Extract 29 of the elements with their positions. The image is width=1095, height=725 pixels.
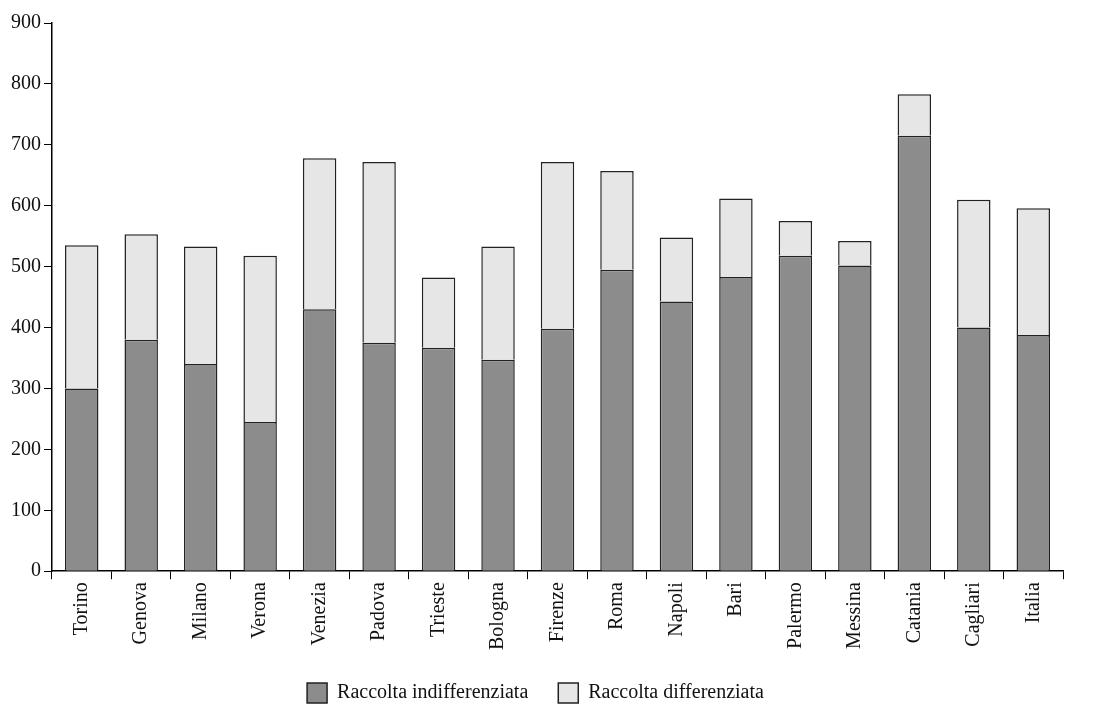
y-tick-label: 300 [11, 375, 41, 398]
x-tick-label: Firenze [544, 582, 567, 643]
legend-label: Raccolta differenziata [588, 680, 765, 703]
y-tick-label: 700 [11, 132, 41, 155]
x-tick-label: Messina [842, 582, 865, 649]
y-tick-label: 0 [31, 558, 41, 581]
y-tick-label: 400 [11, 314, 41, 337]
y-tick-label: 500 [11, 253, 41, 276]
x-tick-label: Palermo [782, 582, 805, 649]
x-tick-label: Trieste [425, 582, 448, 638]
y-tick-label: 900 [11, 10, 41, 33]
x-tick-label: Venezia [306, 582, 329, 646]
x-tick-label: Italia [1020, 582, 1043, 624]
y-tick-label: 100 [11, 497, 41, 520]
x-tick-label: Napoli [663, 581, 687, 637]
x-tick-label: Verona [247, 582, 270, 639]
y-tick-label: 800 [11, 71, 41, 94]
legend-label: Raccolta indifferenziata [337, 680, 529, 703]
x-tick-label: Milano [187, 582, 210, 641]
y-tick-label: 200 [11, 436, 41, 459]
x-tick-label: Cagliari [961, 581, 985, 647]
x-tick-label: Bologna [485, 582, 509, 651]
x-tick-label: Bari [723, 581, 746, 617]
x-tick-label: Roma [604, 582, 627, 631]
x-tick-label: Genova [128, 582, 151, 645]
y-tick-label: 600 [11, 192, 41, 215]
x-tick-label: Padova [366, 582, 389, 642]
x-tick-label: Torino [68, 582, 91, 636]
x-tick-label: Catania [901, 582, 924, 644]
